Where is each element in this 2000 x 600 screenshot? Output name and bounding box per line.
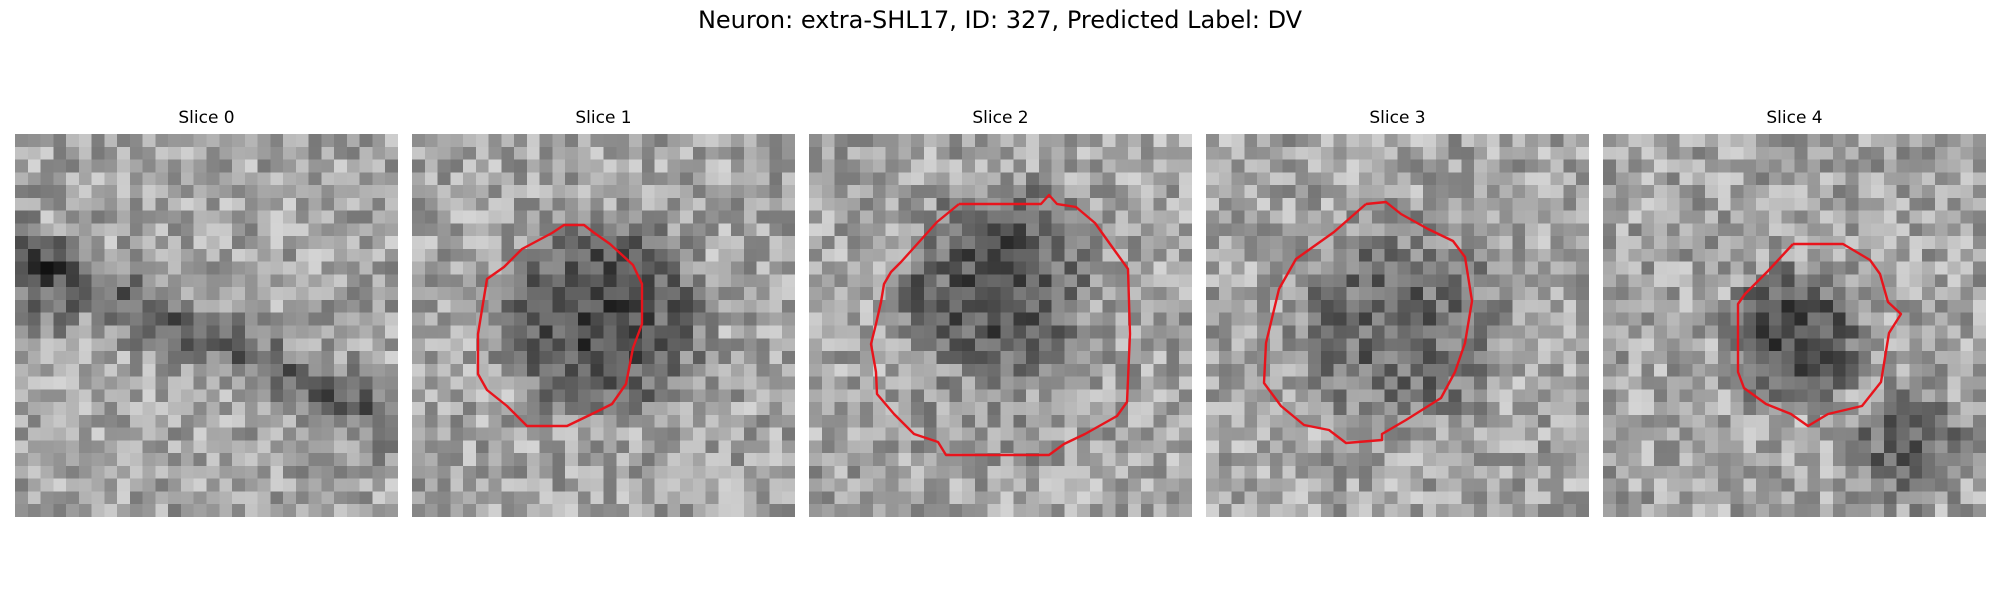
slice-image	[1603, 134, 1986, 517]
slice-title: Slice 4	[1766, 108, 1823, 128]
grayscale-image	[809, 134, 1192, 517]
slice-image	[15, 134, 398, 517]
slice-image	[809, 134, 1192, 517]
slice-image	[1206, 134, 1589, 517]
grayscale-image	[412, 134, 795, 517]
neuron-contour	[1262, 200, 1474, 445]
slice-title: Slice 3	[1369, 108, 1426, 128]
grayscale-image	[15, 134, 398, 517]
grayscale-image	[1603, 134, 1986, 517]
slice-title: Slice 2	[972, 108, 1029, 128]
slice-title: Slice 0	[178, 108, 235, 128]
slice-title: Slice 1	[575, 108, 632, 128]
figure-title: Neuron: extra-SHL17, ID: 327, Predicted …	[697, 6, 1303, 34]
neuron-contour	[869, 193, 1132, 457]
neuron-contour	[1736, 242, 1903, 428]
neuron-contour	[476, 223, 644, 428]
slice-image	[412, 134, 795, 517]
